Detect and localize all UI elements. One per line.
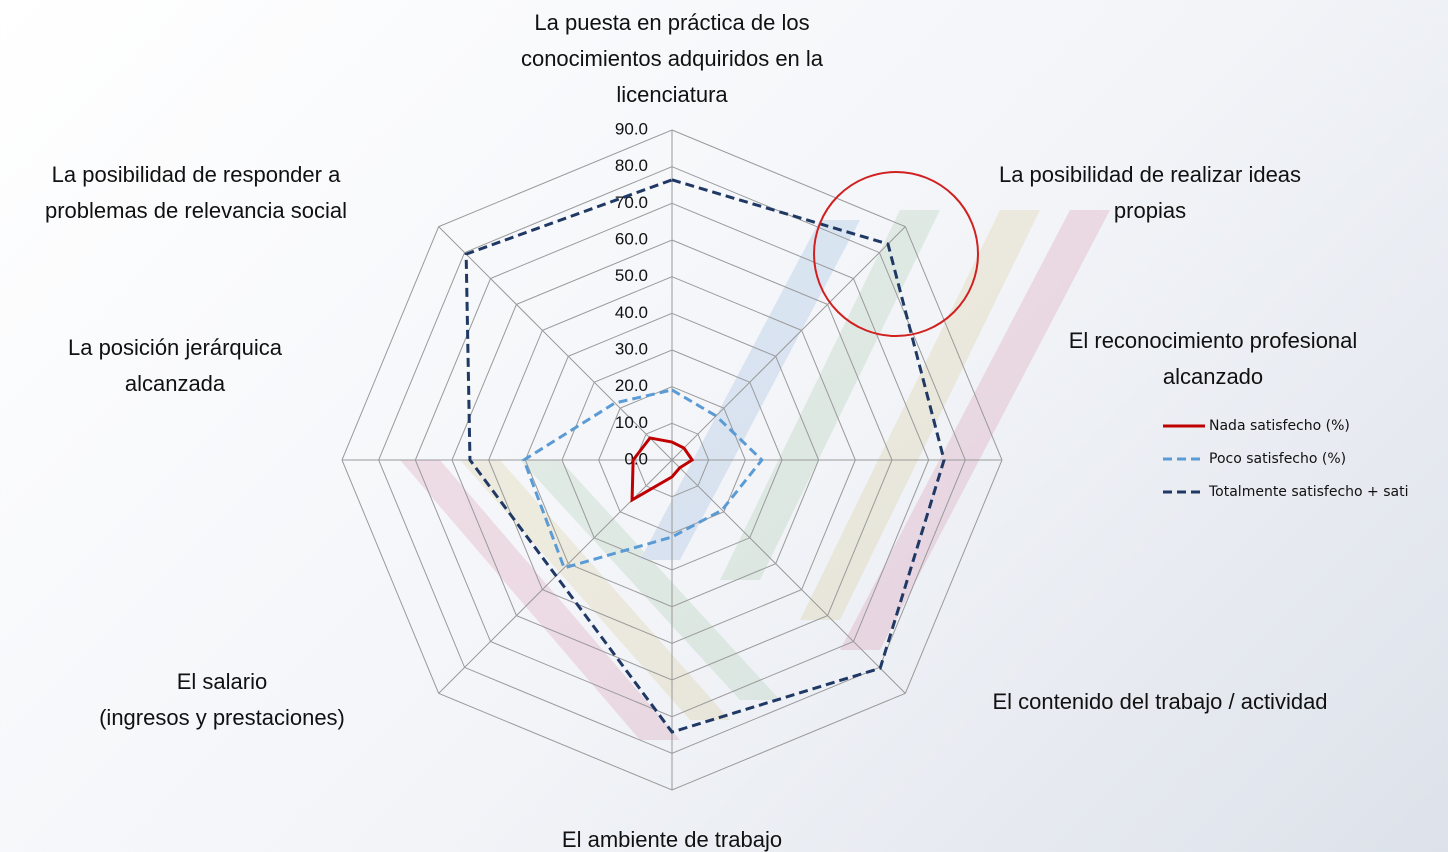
tick-label: 0.0 (624, 449, 648, 468)
legend-label: Poco satisfecho (%) (1209, 451, 1346, 467)
tick-label: 60.0 (615, 229, 648, 248)
category-label: El salario (ingresos y prestaciones) (99, 669, 345, 730)
series-line (630, 436, 695, 503)
spoke (438, 226, 673, 461)
tick-label: 20.0 (615, 376, 648, 395)
category-label: El ambiente de trabajo (561, 827, 783, 852)
grid: 0.0 10.0 20.0 30.0 40.0 50.0 60.0 70.0 80.0 90.0 (341, 119, 1003, 791)
series-line (464, 178, 946, 734)
plot (464, 178, 946, 734)
legend-label: Totalmente satisfecho + sati (1208, 484, 1408, 500)
tick-label: 10.0 (615, 413, 648, 432)
category-label: La posición jerárquica alcanzada (67, 335, 283, 396)
category-label: La posibilidad de responder a problemas … (44, 162, 348, 223)
tick-label: 70.0 (615, 193, 648, 212)
tick-label: 80.0 (615, 156, 648, 175)
category-label: El reconocimiento profesional alcanzado (1068, 328, 1358, 389)
category-label: La posibilidad de realizar ideas propias (998, 162, 1302, 223)
tick-label: 50.0 (615, 266, 648, 285)
tick-label: 40.0 (615, 303, 648, 322)
category-label: La puesta en práctica de los conocimient… (520, 10, 824, 107)
legend-label: Nada satisfecho (%) (1209, 418, 1350, 434)
tick-label: 90.0 (615, 119, 648, 138)
decor-stripes (400, 210, 1110, 740)
category-label: El contenido del trabajo / actividad (992, 689, 1328, 714)
highlight-circle (813, 171, 979, 337)
spoke (671, 459, 906, 694)
tick-label: 30.0 (615, 339, 648, 358)
spoke (671, 226, 906, 461)
series-line (522, 388, 764, 570)
